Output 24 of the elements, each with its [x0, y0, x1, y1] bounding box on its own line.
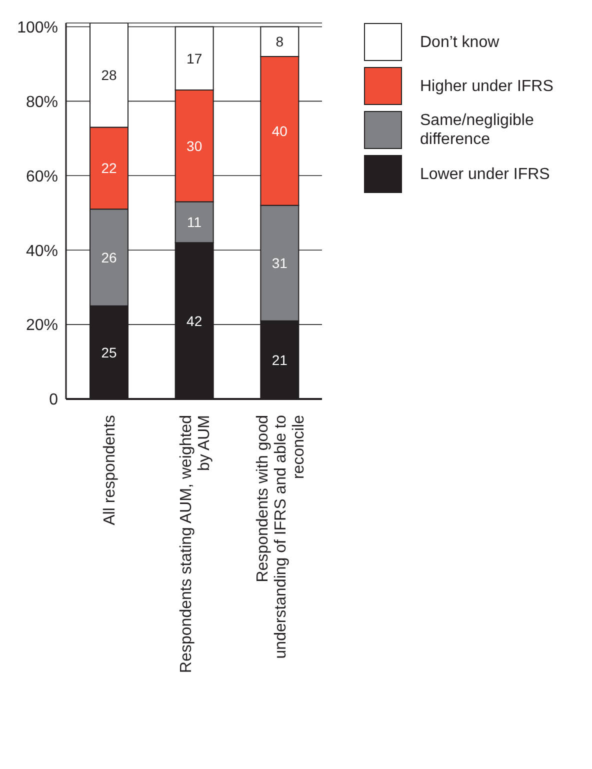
data-label: 11: [187, 214, 202, 230]
y-tick-label: 60%: [26, 168, 58, 186]
y-tick-label: 20%: [26, 317, 58, 334]
data-label: 31: [272, 255, 288, 272]
data-label: 22: [101, 160, 117, 176]
data-label: 28: [101, 67, 117, 84]
data-label: 17: [186, 50, 202, 66]
x-tick-label: All respondents: [102, 415, 119, 526]
x-tick-label: Respondents stating AUM, weighted by AUM: [178, 415, 213, 673]
y-tick-label: 100%: [17, 19, 58, 36]
data-label: 26: [101, 250, 117, 266]
y-tick-label: 80%: [26, 94, 58, 111]
y-tick-label: 40%: [26, 242, 58, 260]
data-label: 25: [101, 344, 117, 360]
legend-label: Lower under IFRS: [420, 164, 551, 184]
data-label: 42: [186, 312, 202, 329]
data-label: 40: [272, 122, 288, 139]
legend-label: Same/negligible difference: [420, 111, 535, 149]
data-label: 21: [272, 352, 288, 368]
data-label: 30: [186, 138, 202, 154]
data-label: 8: [276, 34, 284, 50]
y-tick-label: 0: [49, 392, 58, 409]
legend-label: Don’t know: [420, 32, 500, 52]
legend-label: Higher under IFRS: [420, 76, 554, 96]
